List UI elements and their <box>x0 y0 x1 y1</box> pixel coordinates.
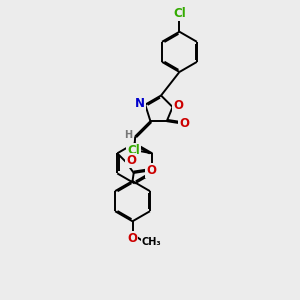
Text: H: H <box>124 130 132 140</box>
Text: O: O <box>128 232 137 245</box>
Text: CH₃: CH₃ <box>141 237 161 247</box>
Text: O: O <box>146 164 156 177</box>
Text: Cl: Cl <box>173 7 186 20</box>
Text: Cl: Cl <box>127 144 140 157</box>
Text: O: O <box>179 117 189 130</box>
Text: N: N <box>135 97 145 110</box>
Text: O: O <box>126 154 136 167</box>
Text: O: O <box>173 99 183 112</box>
